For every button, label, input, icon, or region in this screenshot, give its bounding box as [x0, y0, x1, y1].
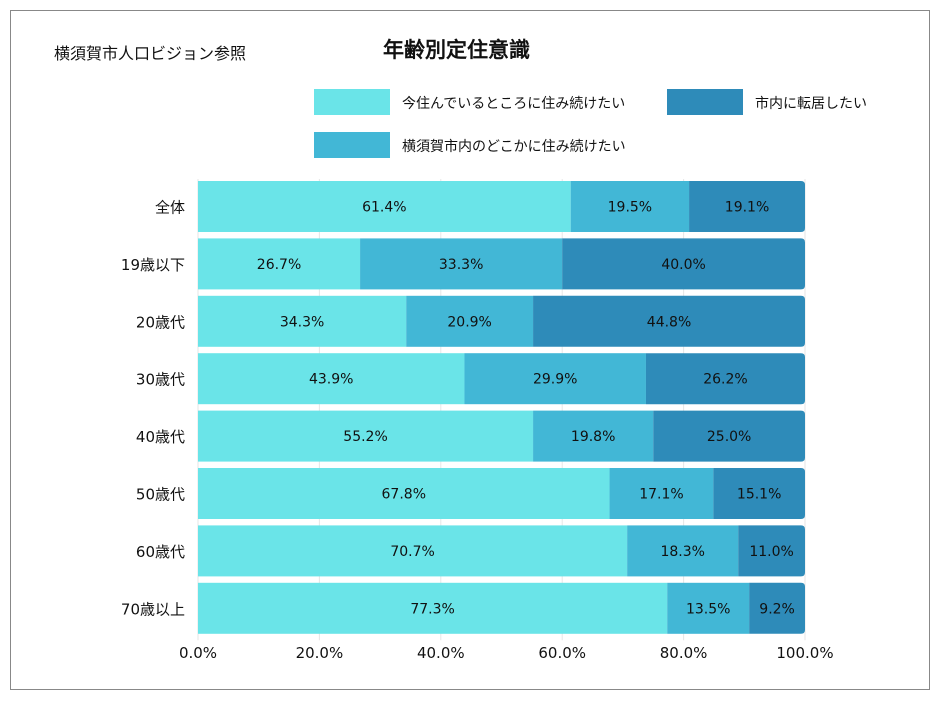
- bar-segment: [198, 353, 465, 405]
- category-label: 20歳代: [136, 313, 185, 331]
- data-label: 19.5%: [608, 200, 652, 216]
- data-label: 19.8%: [571, 429, 615, 445]
- legend-label-2: 市内に転居したい: [755, 96, 867, 112]
- legend-swatch-2: [667, 89, 743, 115]
- x-tick-label: 0.0%: [179, 644, 217, 662]
- bar-segment: [667, 582, 750, 634]
- bar-segment: [627, 525, 739, 577]
- bar-segment: [609, 468, 714, 519]
- data-label: 40.0%: [661, 257, 705, 273]
- data-label: 55.2%: [343, 429, 387, 445]
- category-label: 50歳代: [136, 486, 185, 504]
- data-label: 43.9%: [309, 372, 353, 388]
- category-label: 40歳代: [136, 428, 185, 446]
- bar-segment: [198, 525, 628, 577]
- bar-segment: [198, 468, 610, 519]
- data-label: 25.0%: [707, 429, 751, 445]
- category-label: 60歳代: [136, 543, 185, 561]
- data-label: 61.4%: [362, 200, 406, 216]
- data-label: 26.2%: [703, 372, 747, 388]
- bar-segment: [562, 238, 805, 290]
- data-label: 9.2%: [759, 601, 795, 617]
- data-label: 15.1%: [737, 487, 781, 503]
- x-tick-label: 80.0%: [660, 644, 708, 662]
- bar-segment: [198, 295, 407, 347]
- bar-segment: [645, 353, 805, 405]
- category-label: 19歳以下: [121, 256, 185, 274]
- x-tick-label: 40.0%: [417, 644, 465, 662]
- chart-title: 年齢別定住意識: [383, 38, 530, 62]
- bar-segment: [570, 181, 690, 232]
- data-label: 70.7%: [390, 544, 434, 560]
- data-label: 20.9%: [447, 314, 491, 330]
- data-label: 13.5%: [686, 601, 730, 617]
- bar-segment: [653, 410, 805, 462]
- bar-segment: [533, 295, 805, 347]
- legend-swatch-1: [314, 132, 390, 158]
- data-label: 29.9%: [533, 372, 577, 388]
- bar-segment: [738, 525, 805, 577]
- bar-segment: [749, 582, 805, 634]
- x-tick-label: 100.0%: [776, 644, 833, 662]
- data-label: 18.3%: [660, 544, 704, 560]
- data-label: 44.8%: [647, 314, 691, 330]
- x-tick-label: 20.0%: [296, 644, 344, 662]
- category-label: 全体: [155, 199, 185, 217]
- legend-label-0: 今住んでいるところに住み続けたい: [402, 96, 626, 112]
- category-label: 70歳以上: [121, 600, 185, 618]
- bar-segment: [533, 410, 654, 462]
- source-note: 横須賀市人口ビジョン参照: [54, 44, 247, 63]
- bar-segment: [406, 295, 534, 347]
- data-label: 19.1%: [725, 200, 769, 216]
- bar-segment: [360, 238, 563, 290]
- data-label: 67.8%: [382, 487, 426, 503]
- data-label: 11.0%: [749, 544, 793, 560]
- data-label: 34.3%: [280, 314, 324, 330]
- x-tick-label: 60.0%: [538, 644, 586, 662]
- data-label: 77.3%: [410, 601, 454, 617]
- bar-segment: [198, 238, 361, 290]
- data-label: 26.7%: [257, 257, 301, 273]
- category-label: 30歳代: [136, 371, 185, 389]
- bar-segment: [464, 353, 646, 405]
- bar-segment: [198, 582, 668, 634]
- bar-segment: [198, 410, 534, 462]
- bar-segment: [689, 181, 805, 232]
- bar-segment: [198, 181, 571, 232]
- legend-swatch-0: [314, 89, 390, 115]
- chart-frame: [10, 10, 930, 690]
- data-label: 33.3%: [439, 257, 483, 273]
- legend-label-1: 横須賀市内のどこかに住み続けたい: [402, 139, 626, 155]
- bar-segment: [713, 468, 805, 519]
- data-label: 17.1%: [639, 487, 683, 503]
